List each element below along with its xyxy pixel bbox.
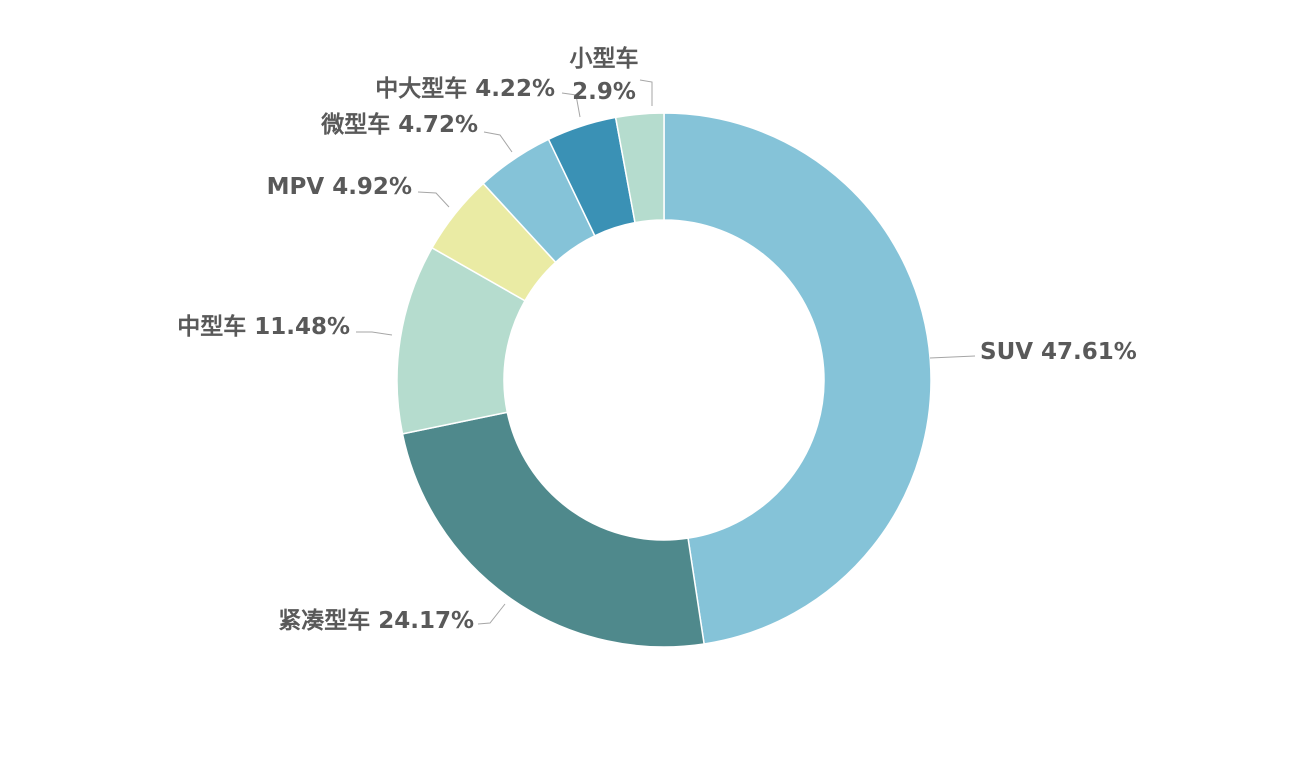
leader-line-item-5 (561, 92, 581, 118)
data-label-item-2: 中型车 11.48% (177, 313, 350, 340)
data-label-mpv: MPV 4.92% (267, 174, 412, 200)
data-label-item-4: 微型车 4.72% (320, 111, 478, 138)
data-label-suv: SUV 47.61% (980, 339, 1137, 365)
leader-line-suv (929, 355, 976, 359)
leader-line-item-2 (356, 331, 393, 336)
data-label-item-6: 小型车 2.9% (570, 45, 639, 105)
data-label-item-5: 中大型车 4.22% (375, 75, 555, 102)
leader-line-item-6 (639, 79, 653, 106)
leader-line-item-1 (477, 603, 506, 625)
leader-line-mpv (417, 191, 450, 208)
slices-layer (396, 112, 932, 648)
labels-layer: SUV 47.61% 紧凑型车 24.17% 中型车 11.48% MPV 4.92%… (177, 45, 1137, 634)
slice-item-6 (614, 112, 665, 224)
slice-item-1 (401, 411, 705, 648)
data-label-item-1: 紧凑型车 24.17% (278, 607, 474, 634)
leader-lines-layer (356, 79, 976, 625)
leader-line-item-4 (483, 131, 513, 153)
slice-suv (663, 112, 932, 645)
